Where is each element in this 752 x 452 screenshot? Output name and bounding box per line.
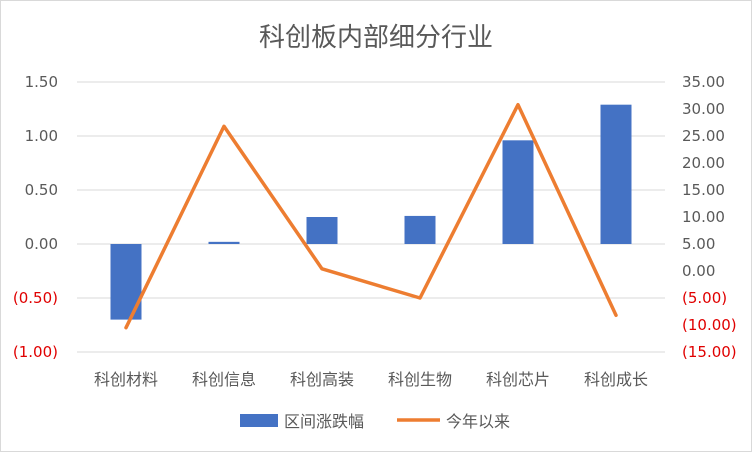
legend-label: 区间涨跌幅 xyxy=(284,412,364,431)
right-axis-ticks: 35.00 30.00 25.00 20.00 15.00 10.00 5.00 0.00 (5… xyxy=(682,73,737,361)
right-tick-label: 10.00 xyxy=(682,208,725,226)
category-label: 科创生物 xyxy=(388,370,452,389)
right-tick-label: (15.00) xyxy=(682,343,737,361)
series-line xyxy=(124,102,618,330)
left-tick-label: 0.00 xyxy=(25,235,58,253)
category-label: 科创芯片 xyxy=(486,370,550,389)
bar xyxy=(404,215,436,244)
category-label: 科创材料 xyxy=(94,370,158,389)
left-tick-label: 1.00 xyxy=(25,127,58,145)
left-tick-label: 0.50 xyxy=(25,181,58,199)
chart-title: 科创板内部细分行业 xyxy=(259,23,493,53)
right-tick-label: 0.00 xyxy=(682,262,715,280)
legend: 区间涨跌幅 今年以来 xyxy=(240,412,510,431)
category-label: 科创成长 xyxy=(584,370,648,389)
left-tick-label: 1.50 xyxy=(25,73,58,91)
left-axis-ticks: 1.50 1.00 0.50 0.00 (0.50) (1.00) xyxy=(13,73,58,361)
bar xyxy=(600,104,632,245)
bar xyxy=(208,241,240,244)
legend-swatch-bar xyxy=(240,414,278,427)
left-tick-label: (0.50) xyxy=(13,289,58,307)
gridlines xyxy=(77,81,665,353)
category-label: 科创高装 xyxy=(290,370,354,389)
line-series xyxy=(124,102,618,330)
category-labels: 科创材料 科创信息 科创高装 科创生物 科创芯片 科创成长 xyxy=(94,370,648,389)
right-tick-label: 20.00 xyxy=(682,154,725,172)
right-tick-label: (5.00) xyxy=(682,289,727,307)
right-tick-label: 25.00 xyxy=(682,127,725,145)
bar xyxy=(306,217,338,244)
bar-series xyxy=(110,104,632,320)
bar xyxy=(502,140,534,244)
category-label: 科创信息 xyxy=(192,370,256,389)
right-tick-label: 5.00 xyxy=(682,235,715,253)
legend-label: 今年以来 xyxy=(446,412,510,431)
right-tick-label: 35.00 xyxy=(682,73,725,91)
right-tick-label: (10.00) xyxy=(682,316,737,334)
right-tick-label: 15.00 xyxy=(682,181,725,199)
left-tick-label: (1.00) xyxy=(13,343,58,361)
right-tick-label: 30.00 xyxy=(682,100,725,118)
